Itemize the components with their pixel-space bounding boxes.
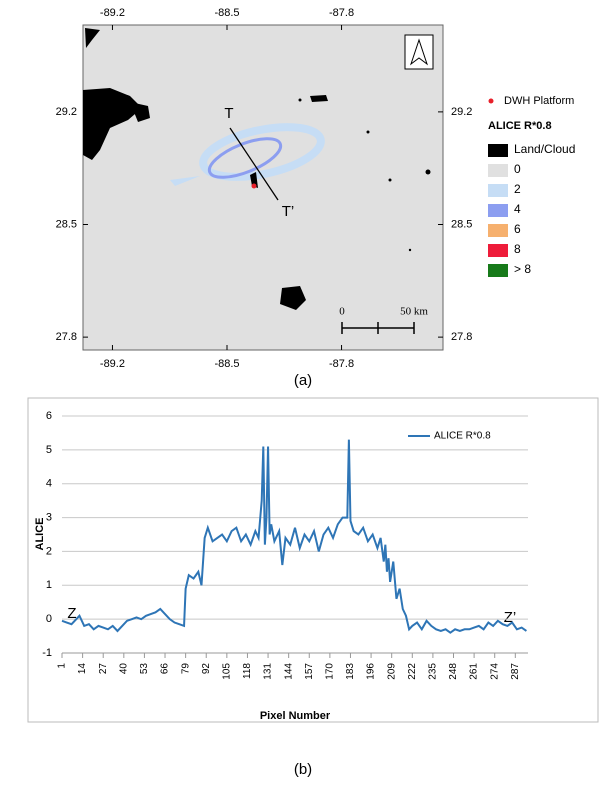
legend-label: 6 bbox=[514, 222, 521, 236]
land-blob bbox=[85, 28, 100, 48]
annotation: Z bbox=[67, 605, 76, 622]
legend-swatch bbox=[488, 144, 508, 157]
caption: (a) bbox=[294, 372, 312, 389]
x-axis-label: Pixel Number bbox=[260, 710, 331, 722]
y-tick-label: 27.8 bbox=[56, 331, 77, 343]
transect-line bbox=[229, 127, 279, 201]
x-tick-label: 131 bbox=[263, 663, 274, 680]
cloud-blob bbox=[366, 130, 370, 134]
cloud-blob bbox=[298, 98, 302, 102]
y-tick-label: 28.5 bbox=[451, 218, 472, 230]
transect-label: T’ bbox=[282, 203, 295, 220]
x-tick-label: 248 bbox=[448, 663, 459, 680]
x-tick-label: 170 bbox=[325, 663, 336, 680]
x-tick-label: 144 bbox=[283, 663, 294, 680]
x-tick-label: 274 bbox=[489, 663, 500, 680]
x-tick-label: -88.5 bbox=[214, 7, 239, 19]
legend-swatch bbox=[488, 264, 508, 277]
y-tick-label: 28.5 bbox=[56, 218, 77, 230]
legend-label: > 8 bbox=[514, 262, 531, 276]
scale-bar bbox=[341, 322, 415, 334]
y-tick-label: 27.8 bbox=[451, 331, 472, 343]
cloud-blob bbox=[388, 178, 392, 182]
x-tick-label: 27 bbox=[98, 663, 109, 675]
x-tick-label: 14 bbox=[77, 663, 88, 675]
scale-label: 0 bbox=[339, 306, 345, 318]
platform-marker bbox=[251, 183, 257, 189]
legend-label: 0 bbox=[514, 162, 521, 176]
x-tick-label: 261 bbox=[469, 663, 480, 680]
oil-slick bbox=[207, 137, 283, 179]
legend-marker bbox=[488, 98, 494, 104]
cloud-blob bbox=[250, 172, 258, 188]
scale-label: 50 km bbox=[400, 306, 428, 318]
legend-label: 4 bbox=[514, 202, 521, 216]
chart-frame bbox=[27, 397, 599, 723]
legend-swatch bbox=[488, 204, 508, 217]
x-tick-label: -87.8 bbox=[329, 358, 354, 370]
x-tick-label: 66 bbox=[160, 663, 171, 675]
legend-label: Land/Cloud bbox=[514, 142, 575, 156]
x-tick-label: 79 bbox=[180, 663, 191, 675]
legend-swatch bbox=[488, 224, 508, 237]
y-tick-label: 4 bbox=[46, 478, 52, 490]
x-tick-label: 157 bbox=[304, 663, 315, 680]
y-tick-label: 3 bbox=[46, 511, 52, 523]
annotation: Z’ bbox=[504, 609, 517, 626]
map-frame bbox=[82, 24, 444, 351]
x-tick-label: -89.2 bbox=[100, 358, 125, 370]
cloud-blob bbox=[408, 248, 412, 252]
data-line bbox=[61, 439, 527, 634]
x-tick-label: 287 bbox=[510, 663, 521, 680]
caption: (b) bbox=[294, 761, 312, 778]
transect-label: T bbox=[224, 105, 233, 122]
y-tick-label: 2 bbox=[46, 545, 52, 557]
x-tick-label: 222 bbox=[407, 663, 418, 680]
x-tick-label: 40 bbox=[118, 663, 129, 675]
legend-title: ALICE R*0.8 bbox=[488, 120, 552, 132]
x-tick-label: 235 bbox=[428, 663, 439, 680]
oil-slick bbox=[170, 176, 200, 186]
x-tick-label: 1 bbox=[57, 663, 68, 669]
legend-swatch bbox=[488, 164, 508, 177]
cloud-blob bbox=[280, 286, 306, 310]
map-image bbox=[82, 24, 444, 351]
x-tick-label: -87.8 bbox=[329, 7, 354, 19]
legend-swatch bbox=[488, 184, 508, 197]
legend-swatch bbox=[488, 244, 508, 257]
x-tick-label: 53 bbox=[139, 663, 150, 675]
cloud-blob bbox=[425, 169, 431, 175]
oil-slick bbox=[199, 123, 325, 181]
cloud-blob bbox=[310, 95, 328, 102]
y-axis-label: ALICE bbox=[34, 518, 46, 551]
y-tick-label: -1 bbox=[42, 647, 52, 659]
y-tick-label: 29.2 bbox=[451, 106, 472, 118]
north-arrow bbox=[410, 38, 428, 66]
x-tick-label: 92 bbox=[201, 663, 212, 675]
x-tick-label: -88.5 bbox=[214, 358, 239, 370]
x-tick-label: -89.2 bbox=[100, 7, 125, 19]
land-blob bbox=[83, 88, 142, 160]
legend-label: 2 bbox=[514, 182, 521, 196]
y-tick-label: 29.2 bbox=[56, 106, 77, 118]
x-tick-label: 209 bbox=[386, 663, 397, 680]
legend-label: ALICE R*0.8 bbox=[434, 431, 491, 442]
x-tick-label: 105 bbox=[221, 663, 232, 680]
land-blob bbox=[130, 102, 150, 122]
x-tick-label: 118 bbox=[242, 663, 253, 679]
y-tick-label: 5 bbox=[46, 444, 52, 456]
legend-label: 8 bbox=[514, 242, 521, 256]
y-tick-label: 0 bbox=[46, 613, 52, 625]
legend-label: DWH Platform bbox=[504, 95, 574, 107]
x-tick-label: 183 bbox=[345, 663, 356, 680]
y-tick-label: 1 bbox=[46, 579, 52, 591]
x-tick-label: 196 bbox=[366, 663, 377, 680]
y-tick-label: 6 bbox=[46, 410, 52, 422]
